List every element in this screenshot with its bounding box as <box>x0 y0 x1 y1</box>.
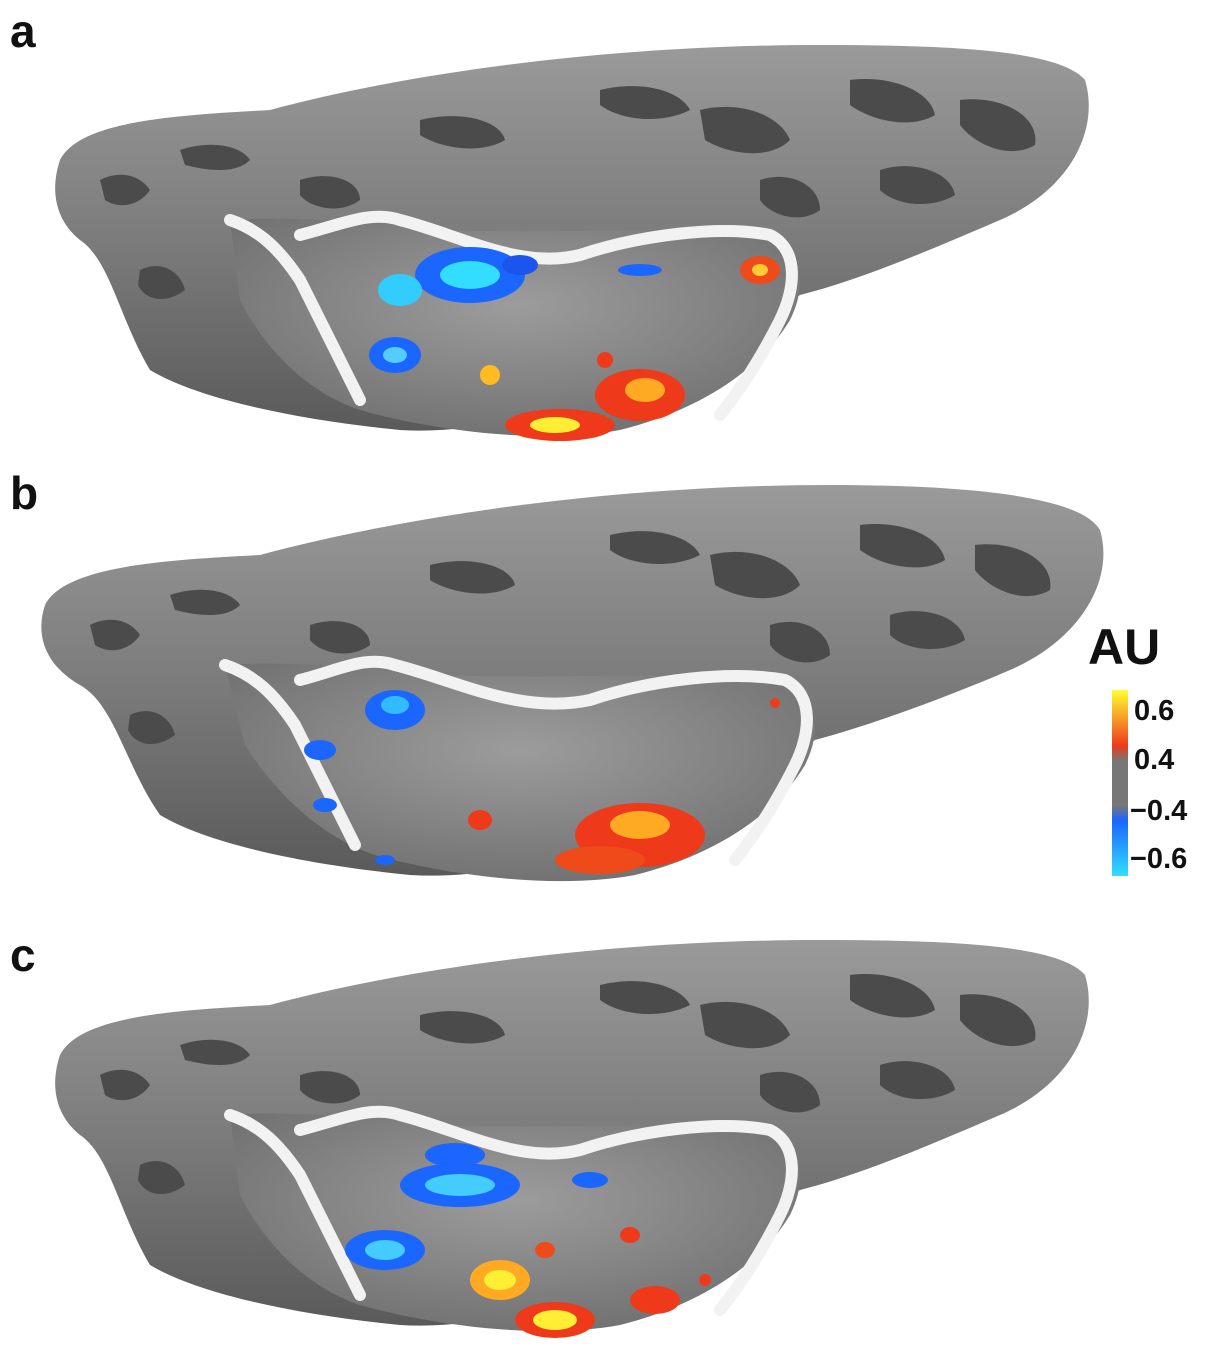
activation-positive <box>480 256 780 441</box>
brain-surface-a <box>55 45 1089 441</box>
colorbar <box>1112 690 1128 876</box>
colorbar-tick-0.6: 0.6 <box>1134 695 1175 727</box>
colorbar-tick-0.4: 0.4 <box>1134 744 1175 776</box>
roi-outline <box>219 655 813 866</box>
activation-negative <box>345 1143 608 1270</box>
sulcal-pattern <box>100 79 1036 300</box>
colorbar-title: AU <box>1088 619 1161 675</box>
panel-label-c: c <box>10 929 36 981</box>
activation-positive <box>470 1227 711 1338</box>
brain-surface-b <box>41 485 1104 882</box>
activation-positive <box>468 698 780 874</box>
temporal-lobe <box>230 1113 800 1332</box>
panel-label-a: a <box>10 5 36 57</box>
activation-negative <box>369 247 662 373</box>
sulcal-pattern <box>100 974 1036 1195</box>
panel-label-b: b <box>10 467 39 519</box>
roi-outline <box>224 210 798 421</box>
brain-surface-c <box>55 940 1089 1338</box>
colorbar-tick-neg-0.6: −0.6 <box>1130 843 1188 875</box>
activation-negative <box>304 690 425 865</box>
roi-outline <box>224 1105 798 1316</box>
colorbar-tick-neg-0.4: −0.4 <box>1130 795 1188 827</box>
sulcal-pattern <box>90 524 1051 745</box>
